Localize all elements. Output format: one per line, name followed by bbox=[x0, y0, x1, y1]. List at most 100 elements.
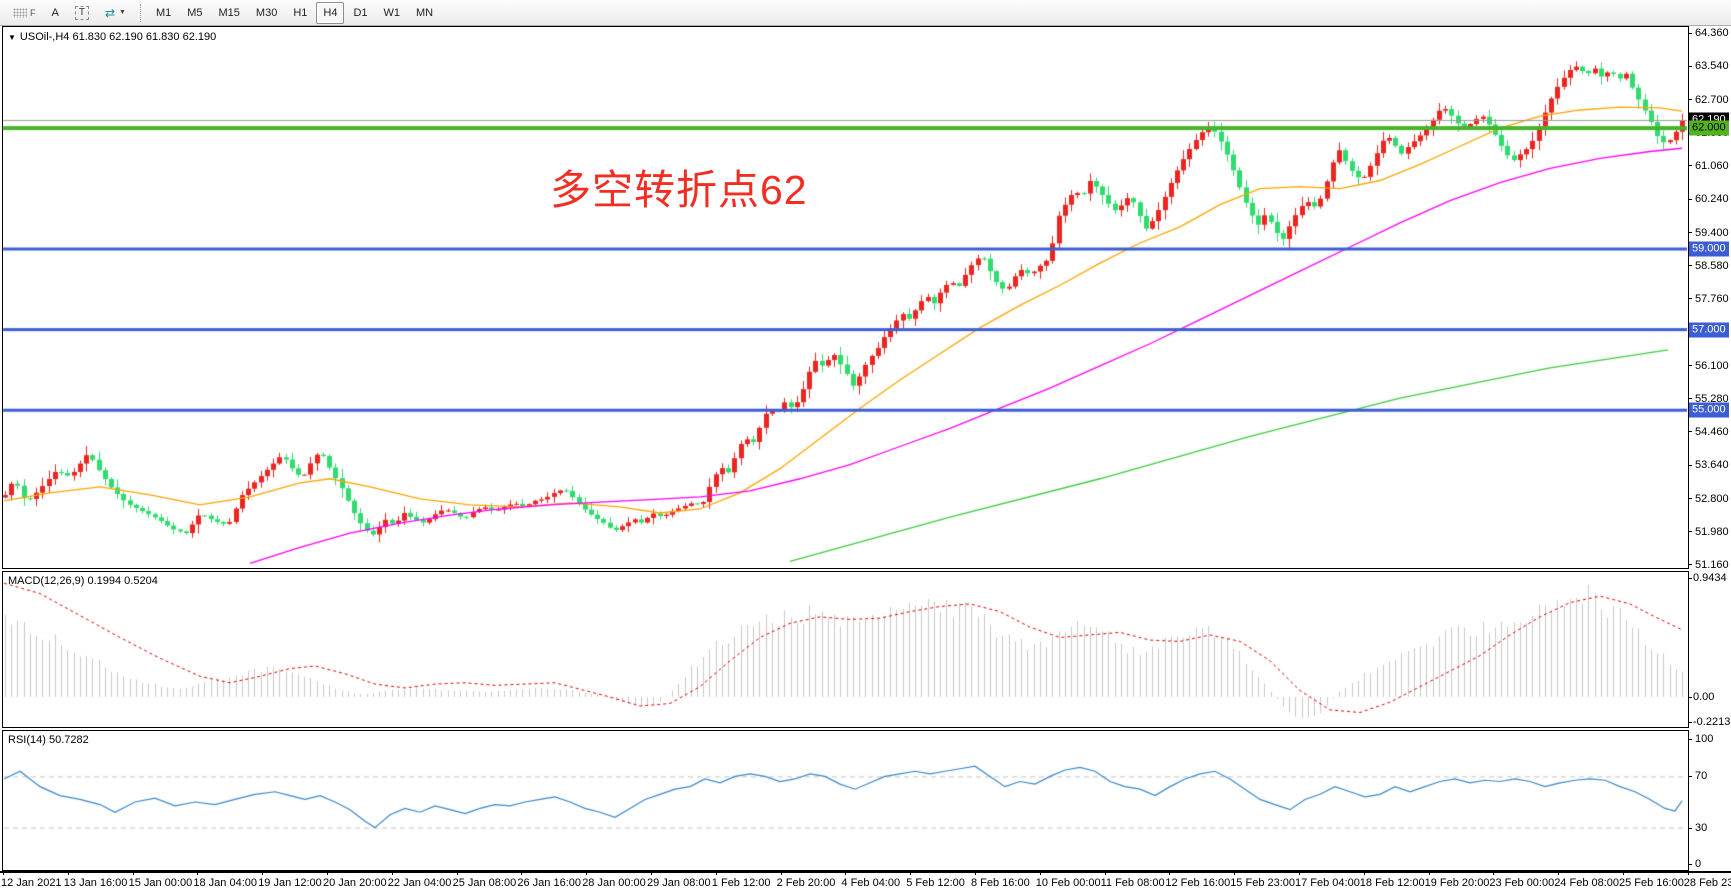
price-level-box: 59.000 bbox=[1689, 241, 1729, 257]
price-axis-label: 54.460 bbox=[1695, 425, 1729, 438]
timeframe-button-m15[interactable]: M15 bbox=[218, 6, 240, 19]
price-axis-tick bbox=[1688, 298, 1692, 300]
time-axis-tick bbox=[456, 871, 458, 875]
macd-axis-label: 0.00 bbox=[1693, 691, 1715, 703]
timeframe-button-mn[interactable]: MN bbox=[416, 6, 434, 19]
timeframe-button-h4[interactable]: H4 bbox=[316, 1, 345, 24]
price-axis-label: 57.760 bbox=[1695, 292, 1729, 305]
rsi-axis-label: 30 bbox=[1695, 822, 1708, 834]
time-axis-label: 28 Feb 23:00 bbox=[1683, 877, 1731, 889]
time-axis-label: 12 Jan 2021 bbox=[1, 877, 62, 889]
price-axis-tick bbox=[1688, 498, 1692, 500]
time-axis-tick bbox=[67, 871, 69, 875]
timeframe-button-m1[interactable]: M1 bbox=[155, 6, 172, 19]
text-box-t-button[interactable]: T bbox=[68, 2, 96, 24]
symbol-dropdown-icon[interactable]: ▼ bbox=[8, 32, 16, 42]
price-axis-label: 52.800 bbox=[1695, 492, 1729, 505]
time-axis-label: 25 Jan 08:00 bbox=[452, 877, 517, 889]
time-axis-label: 15 Jan 00:00 bbox=[128, 877, 193, 889]
timeframe-button-m5[interactable]: M5 bbox=[187, 6, 203, 19]
symbol-title: ▼ USOil-,H4 61.830 62.190 61.830 62.190 bbox=[8, 31, 216, 43]
macd-axis-tick bbox=[1688, 577, 1692, 579]
time-axis-tick bbox=[1493, 871, 1495, 875]
time-axis-label: 19 Jan 12:00 bbox=[258, 877, 322, 889]
time-axis-label: 11 Feb 08:00 bbox=[1100, 877, 1165, 889]
price-axis-tick bbox=[1688, 431, 1692, 433]
timeframe-button-m30[interactable]: M30 bbox=[255, 6, 278, 19]
price-axis-tick bbox=[1688, 464, 1692, 466]
time-axis-tick bbox=[975, 871, 976, 875]
price-axis-tick bbox=[1688, 564, 1692, 566]
rsi-axis-label: 0 bbox=[1695, 858, 1702, 870]
time-axis-tick bbox=[197, 871, 199, 875]
macd-label: MACD(12,26,9) 0.1994 0.5204 bbox=[8, 575, 158, 587]
time-axis-label: 4 Feb 04:00 bbox=[841, 877, 901, 889]
price-axis-tick bbox=[1688, 232, 1692, 234]
time-axis-label: 5 Feb 12:00 bbox=[906, 877, 965, 889]
rsi-axis-tick bbox=[1688, 738, 1692, 740]
cycle-arrows-icon: ⇄ bbox=[104, 5, 116, 20]
symbol-ohlc-text: USOil-,H4 61.830 62.190 61.830 62.190 bbox=[19, 31, 217, 43]
time-axis-label: 20 Jan 20:00 bbox=[323, 877, 387, 889]
price-level-box: 57.000 bbox=[1689, 322, 1729, 338]
price-axis-tick bbox=[1688, 99, 1692, 101]
time-axis-label: 10 Feb 00:00 bbox=[1035, 877, 1101, 889]
price-axis-tick bbox=[1688, 65, 1692, 67]
time-axis-tick bbox=[1363, 871, 1365, 875]
time-axis-tick bbox=[780, 871, 782, 875]
price-axis-tick bbox=[1688, 398, 1692, 400]
time-axis-tick bbox=[1428, 871, 1430, 875]
time-axis-tick bbox=[1558, 871, 1560, 875]
price-axis-tick bbox=[1688, 265, 1692, 267]
time-axis-label: 22 Jan 04:00 bbox=[387, 877, 452, 889]
f-label: F bbox=[30, 7, 36, 18]
price-axis-label: 51.980 bbox=[1695, 525, 1729, 538]
rsi-axis-tick bbox=[1688, 827, 1692, 829]
timeframe-button-h1[interactable]: H1 bbox=[293, 6, 308, 19]
time-axis-label: 26 Jan 16:00 bbox=[517, 877, 582, 889]
price-axis-tick bbox=[1688, 531, 1692, 533]
rsi-axis-label: 70 bbox=[1695, 770, 1708, 782]
macd-axis-label: 0.9434 bbox=[1693, 572, 1727, 584]
time-axis-label: 18 Feb 12:00 bbox=[1359, 877, 1425, 889]
timeframe-button-d1[interactable]: D1 bbox=[353, 6, 368, 19]
price-axis-label: 64.360 bbox=[1695, 27, 1729, 39]
time-axis-label: 2 Feb 20:00 bbox=[776, 877, 836, 889]
price-axis-label: 62.700 bbox=[1695, 93, 1729, 106]
timeframe-buttons: M1 M5 M15 M30 H1 H4 D1 W1 MN bbox=[148, 1, 441, 24]
price-level-box: 62.000 bbox=[1689, 120, 1729, 136]
time-axis-label: 12 Feb 16:00 bbox=[1165, 877, 1231, 889]
price-axis-tick bbox=[1688, 32, 1692, 34]
macd-axis-label: -0.2213 bbox=[1693, 716, 1731, 728]
time-axis-tick bbox=[1104, 871, 1106, 875]
indicator-arrows-button[interactable]: ⇄ ▼ bbox=[98, 2, 133, 24]
time-axis-tick bbox=[1687, 871, 1689, 875]
chart-grid-f-icon[interactable]: F bbox=[6, 2, 43, 24]
time-axis-tick bbox=[651, 871, 652, 875]
rsi-axis-tick bbox=[1688, 863, 1692, 865]
time-axis-tick bbox=[521, 871, 523, 875]
time-axis-tick bbox=[1299, 871, 1300, 875]
rsi-label: RSI(14) 50.7282 bbox=[8, 734, 89, 746]
time-axis-label: 28 Jan 00:00 bbox=[582, 877, 646, 889]
text-a-button[interactable]: A bbox=[51, 6, 59, 19]
price-axis-label: 56.100 bbox=[1695, 359, 1729, 372]
time-axis-label: 25 Feb 16:00 bbox=[1619, 877, 1684, 889]
macd-axis-tick bbox=[1688, 696, 1692, 698]
time-axis-tick bbox=[1234, 871, 1236, 875]
rsi-axis-tick bbox=[1688, 775, 1692, 777]
time-axis-label: 1 Feb 12:00 bbox=[711, 877, 771, 889]
time-axis-tick bbox=[845, 871, 847, 875]
time-axis-label: 17 Feb 04:00 bbox=[1295, 877, 1360, 889]
timeframe-button-w1[interactable]: W1 bbox=[383, 6, 401, 19]
time-axis-label: 13 Jan 16:00 bbox=[63, 877, 128, 889]
time-axis-tick bbox=[1039, 871, 1041, 875]
price-axis-tick bbox=[1688, 365, 1692, 367]
time-axis-tick bbox=[1623, 871, 1624, 875]
price-axis-tick bbox=[1688, 198, 1692, 200]
price-axis-label: 53.640 bbox=[1695, 459, 1729, 472]
toolbar-separator bbox=[139, 3, 142, 22]
chevron-down-icon: ▼ bbox=[119, 9, 126, 16]
